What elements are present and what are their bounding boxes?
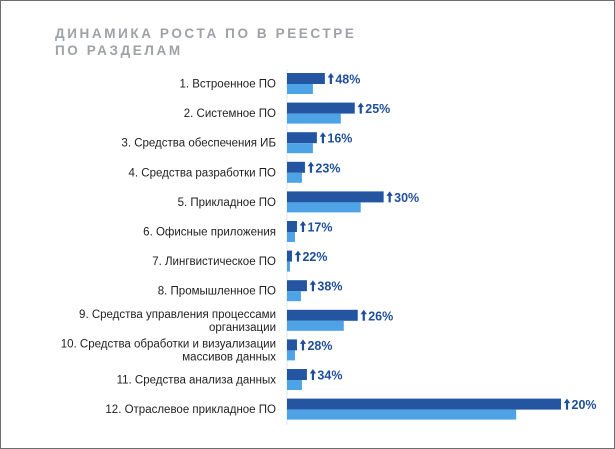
growth-label-2: 25% — [365, 102, 390, 116]
bar-light-10 — [287, 350, 295, 361]
category-label-5: 5. Прикладное ПО — [178, 197, 276, 209]
growth-arrow-icon-6 — [299, 221, 307, 232]
growth-arrow-icon-8 — [309, 280, 317, 292]
bar-light-11 — [287, 380, 302, 390]
category-label-7: 7. Лингвистическое ПО — [152, 256, 276, 268]
bar-dark-8 — [287, 280, 307, 292]
bar-dark-12 — [287, 398, 562, 410]
growth-arrow-icon-2 — [357, 102, 364, 114]
category-label-11: 11. Средства анализа данных — [117, 375, 277, 387]
bar-dark-7 — [287, 250, 292, 262]
growth-arrow-icon-1 — [327, 73, 335, 84]
bar-dark-3 — [287, 132, 317, 144]
bar-light-2 — [287, 113, 341, 124]
bar-light-9 — [287, 320, 344, 331]
category-label-8: 8. Промышленное ПО — [158, 286, 276, 298]
category-label-3: 3. Средства обеспечения ИБ — [121, 138, 276, 150]
bar-dark-6 — [287, 221, 297, 232]
growth-arrow-icon-5 — [386, 191, 393, 203]
category-label-9-line-1: 9. Средства управления процессами — [79, 309, 276, 321]
growth-arrow-icon-12 — [563, 398, 571, 410]
bar-light-6 — [287, 232, 295, 242]
chart-title: ДИНАМИКА РОСТА ПО В РЕЕСТРЕ ПО РАЗДЕЛАМ — [55, 25, 356, 59]
bar-light-7 — [287, 261, 290, 272]
category-label-9-line-2: организации — [209, 322, 276, 334]
growth-arrow-icon-9 — [360, 309, 367, 321]
bar-light-8 — [287, 291, 301, 302]
category-label-12: 12. Отраслевое прикладное ПО — [105, 404, 276, 416]
bar-light-4 — [287, 172, 302, 183]
bar-light-3 — [287, 143, 313, 154]
growth-label-12: 20% — [572, 398, 597, 412]
chart-title-line-2: ПО РАЗДЕЛАМ — [55, 43, 183, 58]
category-label-4: 4. Средства разработки ПО — [128, 167, 276, 179]
growth-arrow-icon-10 — [299, 339, 307, 351]
category-label-1: 1. Встроенное ПО — [179, 79, 276, 91]
growth-label-4: 23% — [315, 161, 340, 175]
bar-light-5 — [287, 202, 361, 213]
growth-label-11: 34% — [317, 369, 342, 383]
bar-dark-4 — [287, 161, 305, 173]
growth-arrow-icon-11 — [309, 369, 317, 380]
growth-label-5: 30% — [394, 191, 419, 205]
growth-arrow-icon-4 — [307, 161, 315, 173]
bar-dark-10 — [287, 339, 297, 351]
bar-dark-2 — [287, 102, 355, 114]
growth-arrow-icon-7 — [294, 250, 302, 262]
growth-label-7: 22% — [302, 250, 327, 264]
bar-light-12 — [287, 409, 517, 420]
growth-label-3: 16% — [327, 132, 352, 146]
category-label-10-line-2: массивов данных — [182, 351, 276, 363]
growth-label-1: 48% — [335, 73, 360, 87]
growth-label-10: 28% — [307, 339, 332, 353]
category-label-2: 2. Системное ПО — [184, 108, 276, 120]
chart-title-line-1: ДИНАМИКА РОСТА ПО В РЕЕСТРЕ — [55, 26, 357, 41]
category-label-6: 6. Офисные приложения — [143, 227, 276, 239]
bar-dark-5 — [287, 191, 384, 203]
bar-dark-11 — [287, 369, 307, 380]
bar-light-1 — [287, 84, 313, 94]
growth-label-6: 17% — [307, 221, 332, 235]
bar-dark-9 — [287, 309, 358, 321]
growth-label-9: 26% — [368, 309, 393, 323]
category-label-10-line-1: 10. Средства обработки и визуализации — [61, 338, 276, 350]
bar-dark-1 — [287, 73, 325, 84]
growth-arrow-icon-3 — [319, 132, 327, 144]
growth-label-8: 38% — [317, 280, 342, 294]
